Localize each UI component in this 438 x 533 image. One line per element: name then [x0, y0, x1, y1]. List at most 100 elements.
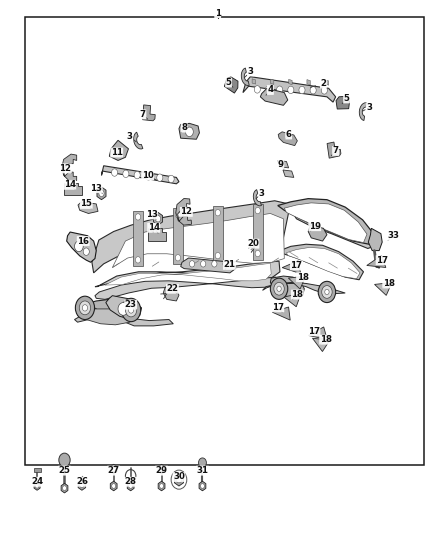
Circle shape — [121, 298, 141, 321]
Text: 17: 17 — [290, 261, 303, 270]
Circle shape — [270, 278, 288, 300]
Circle shape — [255, 207, 260, 214]
Text: 16: 16 — [77, 237, 89, 246]
Circle shape — [215, 209, 220, 216]
Text: 13: 13 — [90, 183, 102, 192]
Polygon shape — [327, 142, 341, 158]
Circle shape — [125, 303, 137, 317]
Polygon shape — [102, 166, 179, 184]
Polygon shape — [290, 200, 377, 248]
Text: 5: 5 — [343, 94, 350, 103]
Text: 12: 12 — [60, 164, 71, 173]
Polygon shape — [64, 183, 82, 196]
Text: 3: 3 — [127, 132, 133, 141]
Polygon shape — [95, 277, 278, 300]
Polygon shape — [282, 261, 301, 273]
Circle shape — [134, 172, 140, 179]
Text: 22: 22 — [166, 284, 178, 293]
Text: 13: 13 — [145, 210, 158, 219]
Polygon shape — [286, 247, 360, 279]
Polygon shape — [308, 225, 327, 241]
Polygon shape — [173, 208, 183, 264]
Polygon shape — [110, 464, 117, 474]
Text: 15: 15 — [80, 199, 92, 208]
Circle shape — [79, 301, 91, 315]
Circle shape — [112, 483, 116, 488]
Circle shape — [83, 248, 89, 255]
Polygon shape — [148, 228, 166, 241]
Text: 4: 4 — [267, 85, 273, 94]
Text: 5: 5 — [226, 78, 232, 87]
Polygon shape — [95, 261, 280, 287]
Polygon shape — [174, 473, 184, 486]
Text: 18: 18 — [297, 272, 308, 281]
Circle shape — [198, 458, 206, 467]
Polygon shape — [262, 282, 345, 294]
Text: 3: 3 — [248, 67, 254, 76]
Text: 19: 19 — [309, 222, 321, 231]
Circle shape — [80, 482, 84, 488]
Circle shape — [299, 86, 305, 94]
Text: 24: 24 — [31, 477, 43, 486]
Circle shape — [189, 261, 194, 267]
Polygon shape — [67, 232, 96, 262]
Polygon shape — [252, 79, 255, 84]
Circle shape — [59, 453, 70, 467]
Polygon shape — [78, 480, 86, 490]
Polygon shape — [62, 154, 77, 181]
Circle shape — [325, 289, 329, 295]
Circle shape — [255, 251, 260, 257]
Circle shape — [99, 190, 104, 197]
Polygon shape — [253, 190, 261, 206]
Text: 17: 17 — [376, 256, 388, 265]
Circle shape — [310, 86, 316, 94]
Circle shape — [155, 216, 161, 222]
Text: 21: 21 — [223, 261, 236, 269]
Text: 25: 25 — [59, 466, 71, 475]
Text: 7: 7 — [332, 147, 339, 156]
Polygon shape — [74, 312, 173, 326]
Polygon shape — [181, 258, 236, 273]
Circle shape — [175, 212, 180, 218]
Polygon shape — [163, 287, 179, 301]
Text: 6: 6 — [286, 130, 292, 139]
Circle shape — [277, 286, 281, 292]
Text: 1: 1 — [215, 9, 221, 18]
Polygon shape — [278, 160, 289, 168]
Text: 20: 20 — [247, 239, 259, 248]
Text: 30: 30 — [173, 472, 185, 481]
Text: 10: 10 — [141, 171, 154, 180]
Polygon shape — [179, 123, 199, 139]
Polygon shape — [134, 132, 143, 149]
Text: 18: 18 — [383, 279, 395, 288]
Polygon shape — [176, 198, 191, 225]
Bar — [25, 17, 424, 465]
Polygon shape — [325, 80, 328, 85]
Polygon shape — [272, 307, 290, 320]
Polygon shape — [289, 79, 292, 85]
Text: 18: 18 — [320, 335, 332, 344]
Polygon shape — [158, 464, 165, 474]
Text: 3: 3 — [259, 189, 265, 198]
Circle shape — [74, 241, 83, 252]
Text: 27: 27 — [108, 466, 120, 475]
Polygon shape — [374, 282, 392, 295]
Circle shape — [112, 169, 117, 176]
Polygon shape — [92, 201, 290, 273]
Polygon shape — [97, 187, 106, 200]
Circle shape — [265, 86, 272, 93]
Circle shape — [128, 307, 134, 313]
Polygon shape — [312, 338, 330, 352]
Polygon shape — [143, 105, 155, 121]
Polygon shape — [78, 202, 98, 214]
Polygon shape — [367, 255, 386, 268]
Circle shape — [288, 86, 294, 94]
Polygon shape — [284, 203, 367, 243]
Polygon shape — [61, 483, 68, 493]
Text: 17: 17 — [272, 303, 284, 312]
Polygon shape — [127, 481, 134, 491]
Circle shape — [318, 281, 336, 303]
Circle shape — [212, 261, 217, 267]
Circle shape — [254, 86, 260, 93]
Circle shape — [322, 286, 332, 298]
